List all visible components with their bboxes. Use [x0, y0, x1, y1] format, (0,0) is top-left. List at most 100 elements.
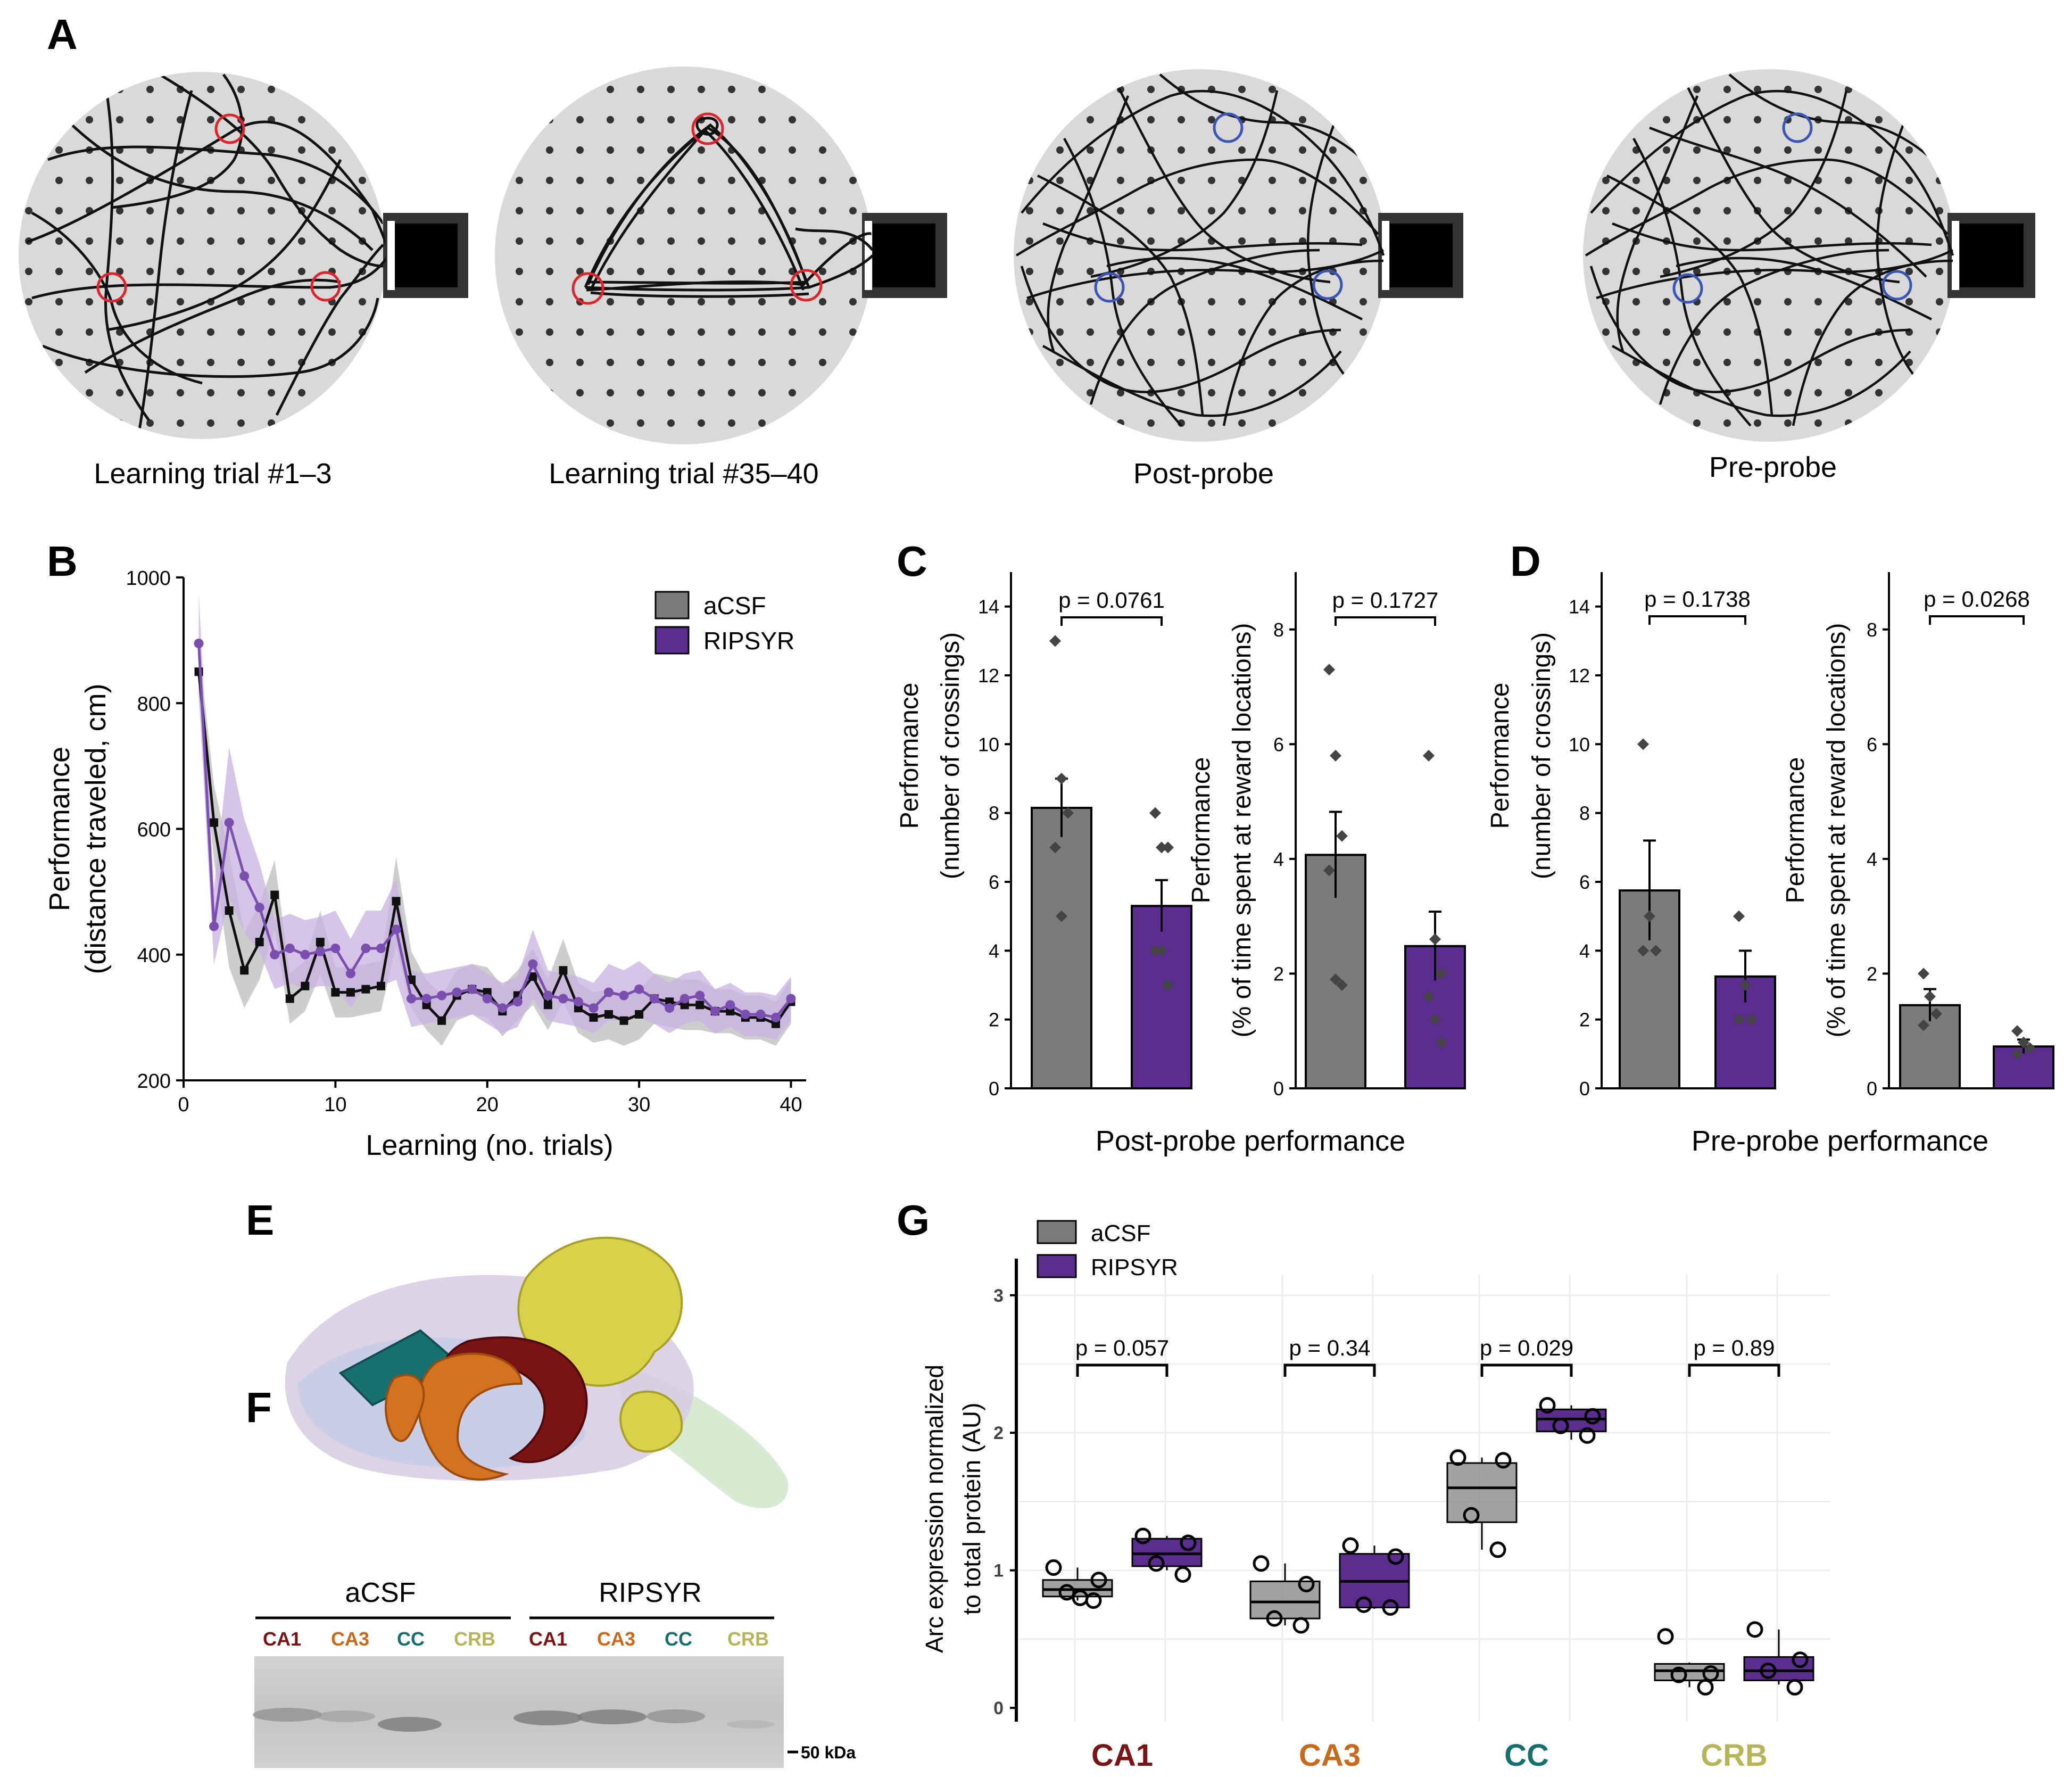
p-value-label: p = 0.1738 — [1644, 586, 1751, 611]
chart-b: 200 400 600 800 1000 0 10 20 30 40 Learning (no. t… — [44, 567, 806, 1161]
box-ripsyr — [1131, 1538, 1203, 1567]
chart-d1: 0 2 4 6 8 10 12 14 p = 0.1738 Performance (number … — [1486, 572, 1776, 1100]
significance-bracket — [1929, 615, 2025, 625]
data-point — [1355, 1596, 1372, 1613]
data-point-acsf — [301, 981, 310, 990]
data-point-acsf — [346, 988, 355, 997]
data-point-ripsyr — [330, 943, 341, 953]
series-line-ripsyr — [197, 643, 792, 1019]
data-point — [1134, 1527, 1151, 1544]
significance-bracket — [1648, 615, 1746, 625]
data-point — [1650, 945, 1662, 957]
legend-label-ripsyr: RIPSYR — [1091, 1254, 1178, 1280]
data-point-ripsyr — [467, 984, 477, 994]
data-point-acsf — [589, 1013, 598, 1022]
y-axis-label: Performance — [1486, 683, 1514, 829]
data-point-ripsyr — [498, 1003, 508, 1013]
panel-b-letter: B — [47, 538, 78, 585]
x-tick-label: 10 — [324, 1094, 346, 1116]
data-point — [1330, 749, 1341, 762]
data-point — [1489, 1541, 1506, 1558]
data-point — [1162, 841, 1174, 854]
data-point-ripsyr — [665, 1003, 675, 1013]
legend-swatch-acsf — [1037, 1220, 1077, 1244]
data-point — [1049, 635, 1061, 647]
data-point-acsf — [559, 966, 568, 975]
data-point — [1156, 841, 1167, 854]
box-ripsyr — [1743, 1656, 1814, 1681]
data-point-acsf — [270, 890, 279, 899]
data-point — [1463, 1507, 1480, 1524]
y-tick-label: 1 — [993, 1561, 1004, 1581]
category-label: CA1 — [1091, 1738, 1153, 1773]
p-value-label: p = 0.057 — [1075, 1335, 1169, 1360]
y-tick-label: 4 — [1867, 848, 1877, 870]
error-band-ripsyr — [198, 593, 791, 1040]
p-value-label: p = 0.89 — [1694, 1335, 1775, 1360]
blot-lane-label: CA3 — [597, 1628, 635, 1650]
data-point-acsf — [635, 1010, 644, 1019]
data-point-ripsyr — [421, 994, 432, 1004]
y-tick-label: 12 — [978, 665, 999, 687]
arena-label: Pre-probe — [1709, 451, 1837, 483]
data-point-ripsyr — [361, 943, 371, 953]
panel-f-letter: F — [246, 1384, 272, 1431]
arena-2: Learning trial #35–40 — [495, 67, 947, 490]
y-axis-label: to total protein (AU) — [958, 1403, 985, 1615]
legend-g: aCSF RIPSYR — [1037, 1220, 1178, 1280]
data-point-ripsyr — [407, 994, 417, 1004]
box-acsf — [1249, 1580, 1321, 1619]
significance-bracket — [1688, 1363, 1780, 1377]
y-tick-label: 0 — [1579, 1078, 1590, 1100]
data-point-ripsyr — [770, 1012, 781, 1022]
data-point-ripsyr — [437, 990, 447, 1001]
panel-d-letter: D — [1510, 538, 1541, 585]
y-tick-label: 8 — [1579, 803, 1590, 824]
y-axis-label: Arc expression normalized — [921, 1365, 948, 1653]
data-point-ripsyr — [376, 943, 386, 953]
series-line-acsf — [197, 671, 792, 1026]
data-point — [2018, 1036, 2029, 1048]
panel-g-letter: G — [897, 1196, 930, 1244]
data-point — [1058, 1584, 1075, 1601]
panel-c-letter: C — [897, 538, 927, 585]
data-point-acsf — [407, 976, 416, 984]
data-point — [1342, 1537, 1359, 1554]
data-point — [1429, 1013, 1441, 1026]
data-point — [1584, 1408, 1601, 1425]
y-tick-label: 12 — [1569, 665, 1590, 687]
data-point — [1090, 1572, 1107, 1589]
data-point-ripsyr — [679, 994, 690, 1004]
legend-swatch-ripsyr — [1037, 1254, 1077, 1278]
data-point — [1149, 807, 1161, 819]
p-value-label: p = 0.0268 — [1924, 586, 2030, 611]
y-tick-label: 0 — [993, 1698, 1004, 1718]
y-tick-label: 6 — [989, 871, 999, 893]
y-tick-label: 8 — [989, 803, 999, 824]
data-point — [1792, 1651, 1809, 1668]
legend-label-ripsyr: RIPSYR — [703, 627, 794, 655]
data-point — [1323, 864, 1335, 877]
data-point-ripsyr — [345, 969, 355, 979]
data-point — [1552, 1417, 1569, 1434]
blot-lane-label: CRB — [454, 1628, 495, 1650]
data-point-ripsyr — [740, 1009, 750, 1019]
legend-b: aCSF RIPSYR — [654, 591, 794, 655]
panel-c-title: Post-probe performance — [1096, 1125, 1405, 1157]
y-axis-label: (distance traveled, cm) — [80, 683, 112, 974]
y-tick-label: 400 — [137, 945, 171, 967]
significance-bracket — [1076, 1363, 1168, 1377]
y-tick-label: 600 — [137, 819, 171, 841]
data-point — [1056, 773, 1067, 784]
data-point-ripsyr — [634, 984, 644, 994]
data-point-ripsyr — [589, 1003, 599, 1013]
p-value-label: p = 0.0761 — [1058, 588, 1165, 613]
data-point — [1495, 1452, 1512, 1469]
y-tick-label: 14 — [978, 596, 999, 618]
significance-bracket — [1283, 1363, 1376, 1377]
arena-3: Post-probe — [1014, 69, 1463, 490]
data-point-acsf — [331, 988, 340, 997]
x-tick-label: 20 — [476, 1094, 499, 1116]
data-point-ripsyr — [756, 1009, 766, 1019]
data-point — [1429, 933, 1441, 945]
